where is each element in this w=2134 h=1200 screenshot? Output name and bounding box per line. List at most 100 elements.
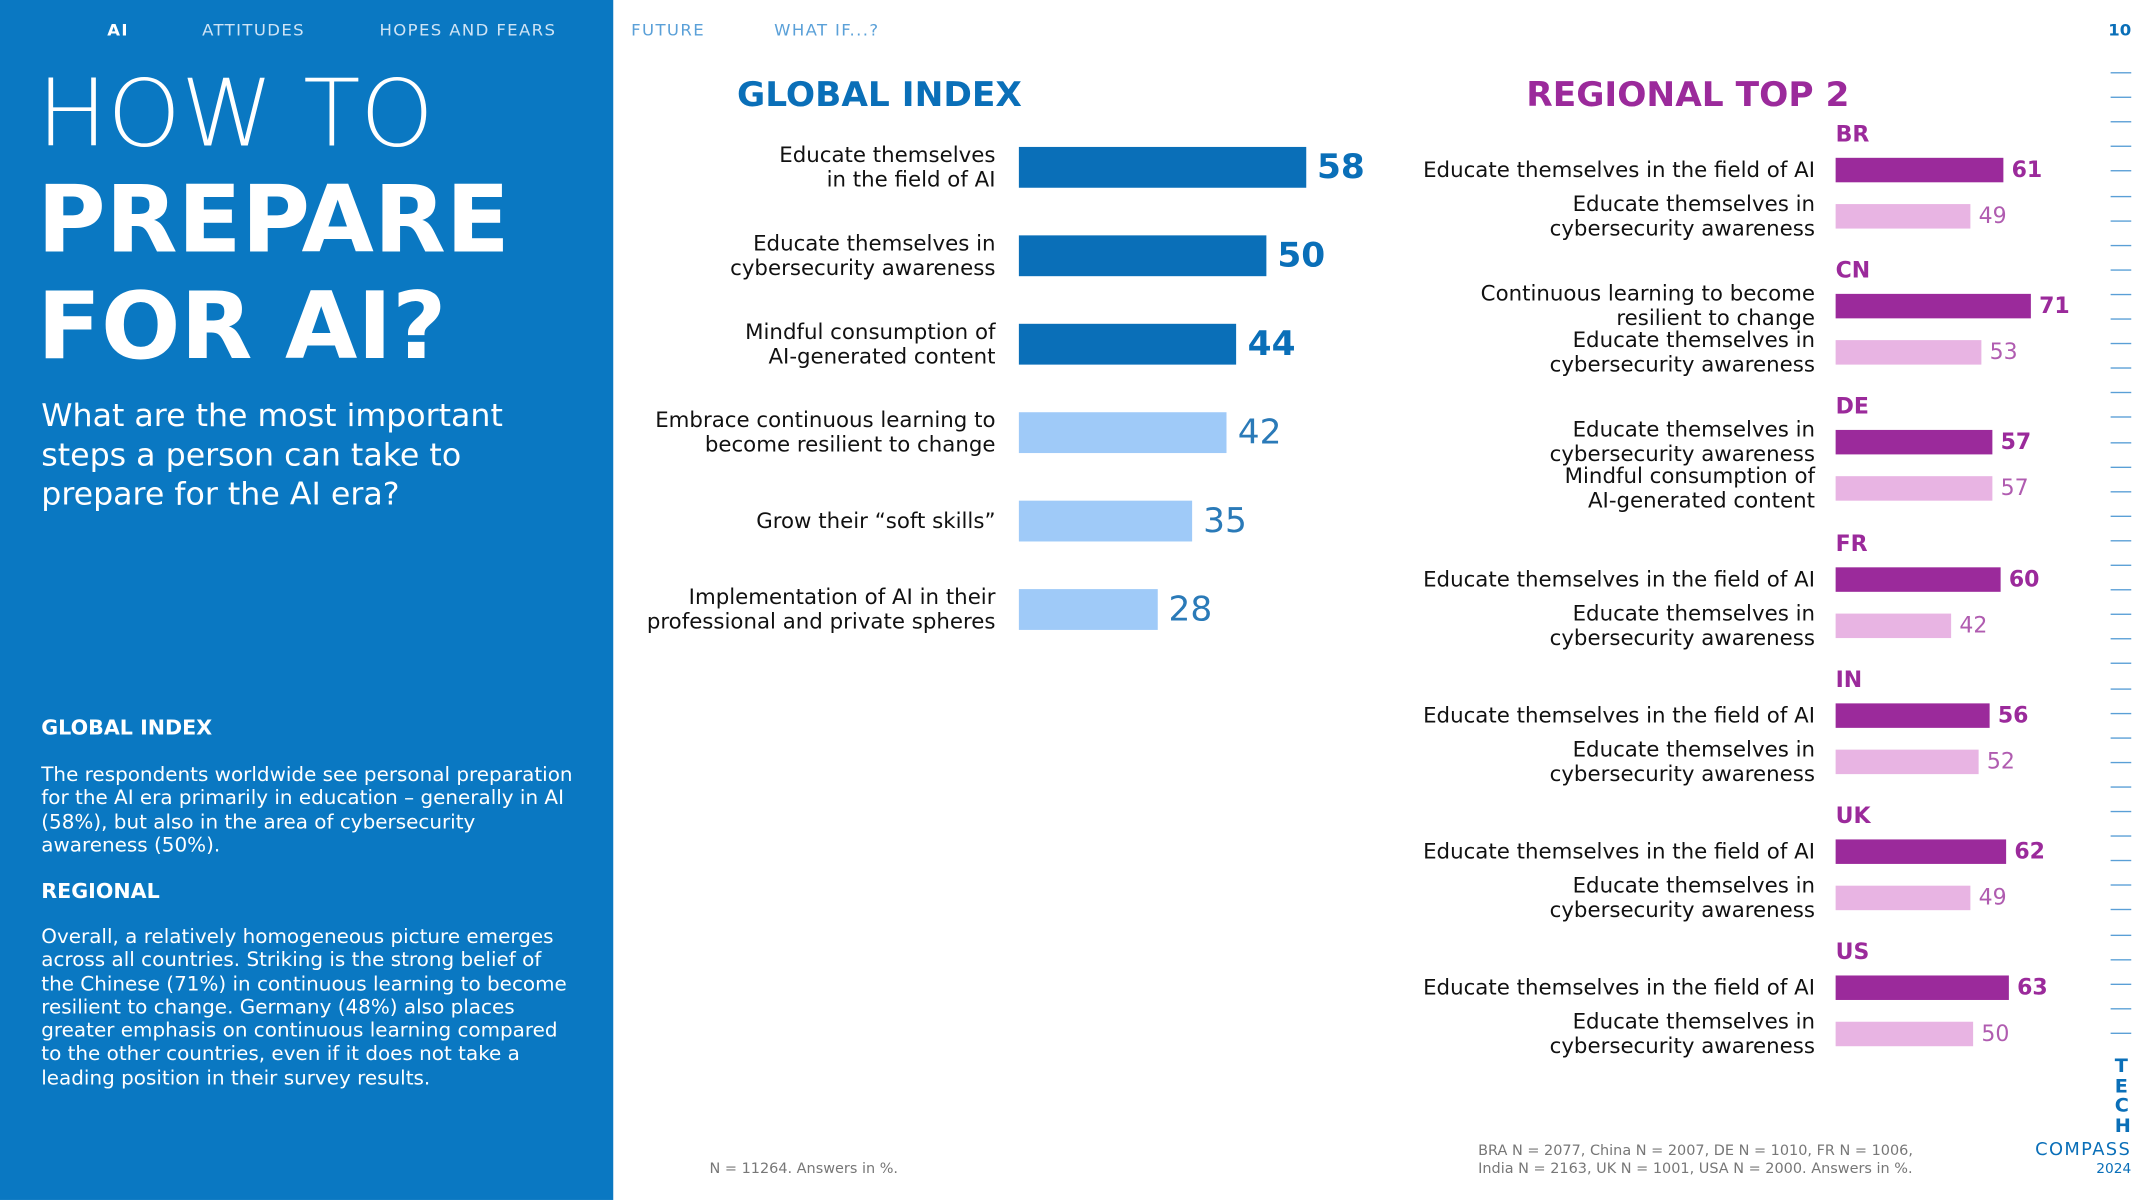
value-label: 60 [2008, 565, 2040, 592]
bar [1835, 340, 1982, 365]
bar [1835, 1021, 1974, 1047]
bar [1835, 204, 1971, 229]
category-label: Educate themselves in cybersecurity awar… [1549, 873, 1815, 923]
page-index-line [2110, 121, 2132, 123]
group-label: CN [1835, 257, 1871, 284]
value-label: 44 [1247, 323, 1296, 364]
page-index-line [2110, 958, 2132, 960]
value-label: 49 [1978, 202, 2007, 229]
bar [1018, 146, 1306, 188]
page-index-line [2110, 318, 2132, 320]
category-label: Educate themselves in cybersecurity awar… [1549, 1009, 1815, 1059]
page-index-line [2110, 96, 2132, 99]
category-label: Mindful consumption of AI-generated cont… [745, 319, 996, 369]
category-label: Educate themselves in the field of AI [779, 142, 996, 192]
nav-item[interactable]: AI [107, 20, 129, 40]
group-label: FR [1835, 530, 1868, 556]
category-label: Educate themselves in the field of AI [1423, 839, 1815, 864]
page-index-line [2110, 392, 2132, 394]
group-label: DE [1835, 393, 1869, 420]
page-index-line [2110, 219, 2132, 222]
bar [1018, 412, 1227, 454]
bar [1835, 476, 1993, 502]
value-label: 50 [1277, 235, 1326, 275]
value-label: 61 [2011, 156, 2043, 183]
note: N = 11264. Answers in %. [709, 1160, 899, 1177]
category-label: Educate themselves in the field of AI [1423, 566, 1815, 592]
page-index-line [2110, 810, 2132, 813]
page-index-line [2110, 539, 2132, 542]
bar [1835, 430, 1993, 455]
category-label: Continuous learning to become resilient … [1480, 281, 1815, 331]
category-label: Educate themselves in cybersecurity awar… [1549, 418, 1815, 468]
page-index-line [2110, 933, 2132, 936]
value-label: 71 [2039, 292, 2070, 319]
group-label: UK [1835, 802, 1871, 829]
bar [1018, 235, 1267, 277]
page-index-line [2110, 564, 2132, 566]
page-index-line [2110, 1007, 2132, 1010]
group-label: US [1835, 939, 1870, 965]
category-label: Embrace continuous learning to become re… [655, 408, 996, 458]
value-label: 52 [1986, 747, 2015, 774]
logo-name: COMPASS [2035, 1140, 2132, 1161]
section-heading: GLOBAL INDEX [41, 715, 213, 741]
page-index-line [2110, 638, 2132, 640]
page-index-line [2110, 663, 2132, 665]
value-label: 57 [2000, 429, 2032, 455]
headline: PREPARE [37, 167, 510, 275]
bar [1835, 975, 2009, 1001]
page-index-line [2110, 687, 2132, 690]
page-index-line [2110, 367, 2132, 369]
value-label: 42 [1959, 611, 1988, 638]
nav-item[interactable]: WHAT IF...? [774, 20, 880, 40]
value-label: 50 [1981, 1020, 2010, 1047]
bar [1835, 157, 2004, 183]
page-index-line [2110, 835, 2132, 837]
category-label: Educate themselves in cybersecurity awar… [730, 231, 996, 281]
value-label: 63 [2017, 974, 2048, 1001]
value-label: 42 [1237, 412, 1282, 452]
group-label: BR [1835, 121, 1870, 147]
page-index-line [2110, 441, 2132, 443]
value-label: 58 [1316, 146, 1365, 187]
bar [1835, 749, 1979, 774]
section-heading: REGIONAL [41, 878, 160, 904]
bar [1835, 613, 1952, 638]
page-index-line [2110, 1032, 2132, 1034]
logo-year: 2024 [2096, 1161, 2132, 1177]
value-label: 57 [2000, 475, 2029, 502]
category-label: Grow their “soft skills” [756, 508, 996, 534]
bar [1835, 294, 2031, 319]
note: BRA N = 2077, China N = 2007, DE N = 101… [1478, 1142, 1913, 1177]
page-index-line [2110, 244, 2132, 246]
page-index-line [2110, 170, 2132, 172]
page-index-line [2110, 466, 2132, 468]
category-label: Educate themselves in cybersecurity awar… [1549, 328, 1815, 378]
bar [1835, 839, 2007, 864]
page-index-line [2110, 490, 2132, 493]
group-label: IN [1835, 666, 1863, 693]
headline: HOW TO [37, 61, 434, 169]
value-label: 53 [1989, 339, 2018, 365]
bar [1018, 323, 1237, 365]
nav-item[interactable]: FUTURE [631, 20, 705, 40]
page-index-line [2110, 293, 2132, 296]
sidebar [0, 0, 614, 1200]
bar [1835, 703, 1990, 728]
chart-title: REGIONAL TOP 2 [1526, 74, 1850, 115]
page-index-line [2110, 761, 2132, 763]
page-index-line [2110, 909, 2132, 911]
page-index-line [2110, 786, 2132, 788]
category-label: Implementation of AI in their profession… [646, 585, 996, 634]
nav-item[interactable]: HOPES AND FEARS [379, 20, 557, 40]
page-index-line [2110, 736, 2132, 739]
page-index-line [2110, 145, 2132, 148]
section-text: Overall, a relatively homogeneous pictur… [41, 926, 567, 1090]
page-index-line [2110, 860, 2132, 862]
value-label: 35 [1203, 500, 1247, 541]
bar [1018, 500, 1193, 542]
nav-item[interactable]: ATTITUDES [202, 20, 306, 40]
bar [1835, 566, 2001, 592]
